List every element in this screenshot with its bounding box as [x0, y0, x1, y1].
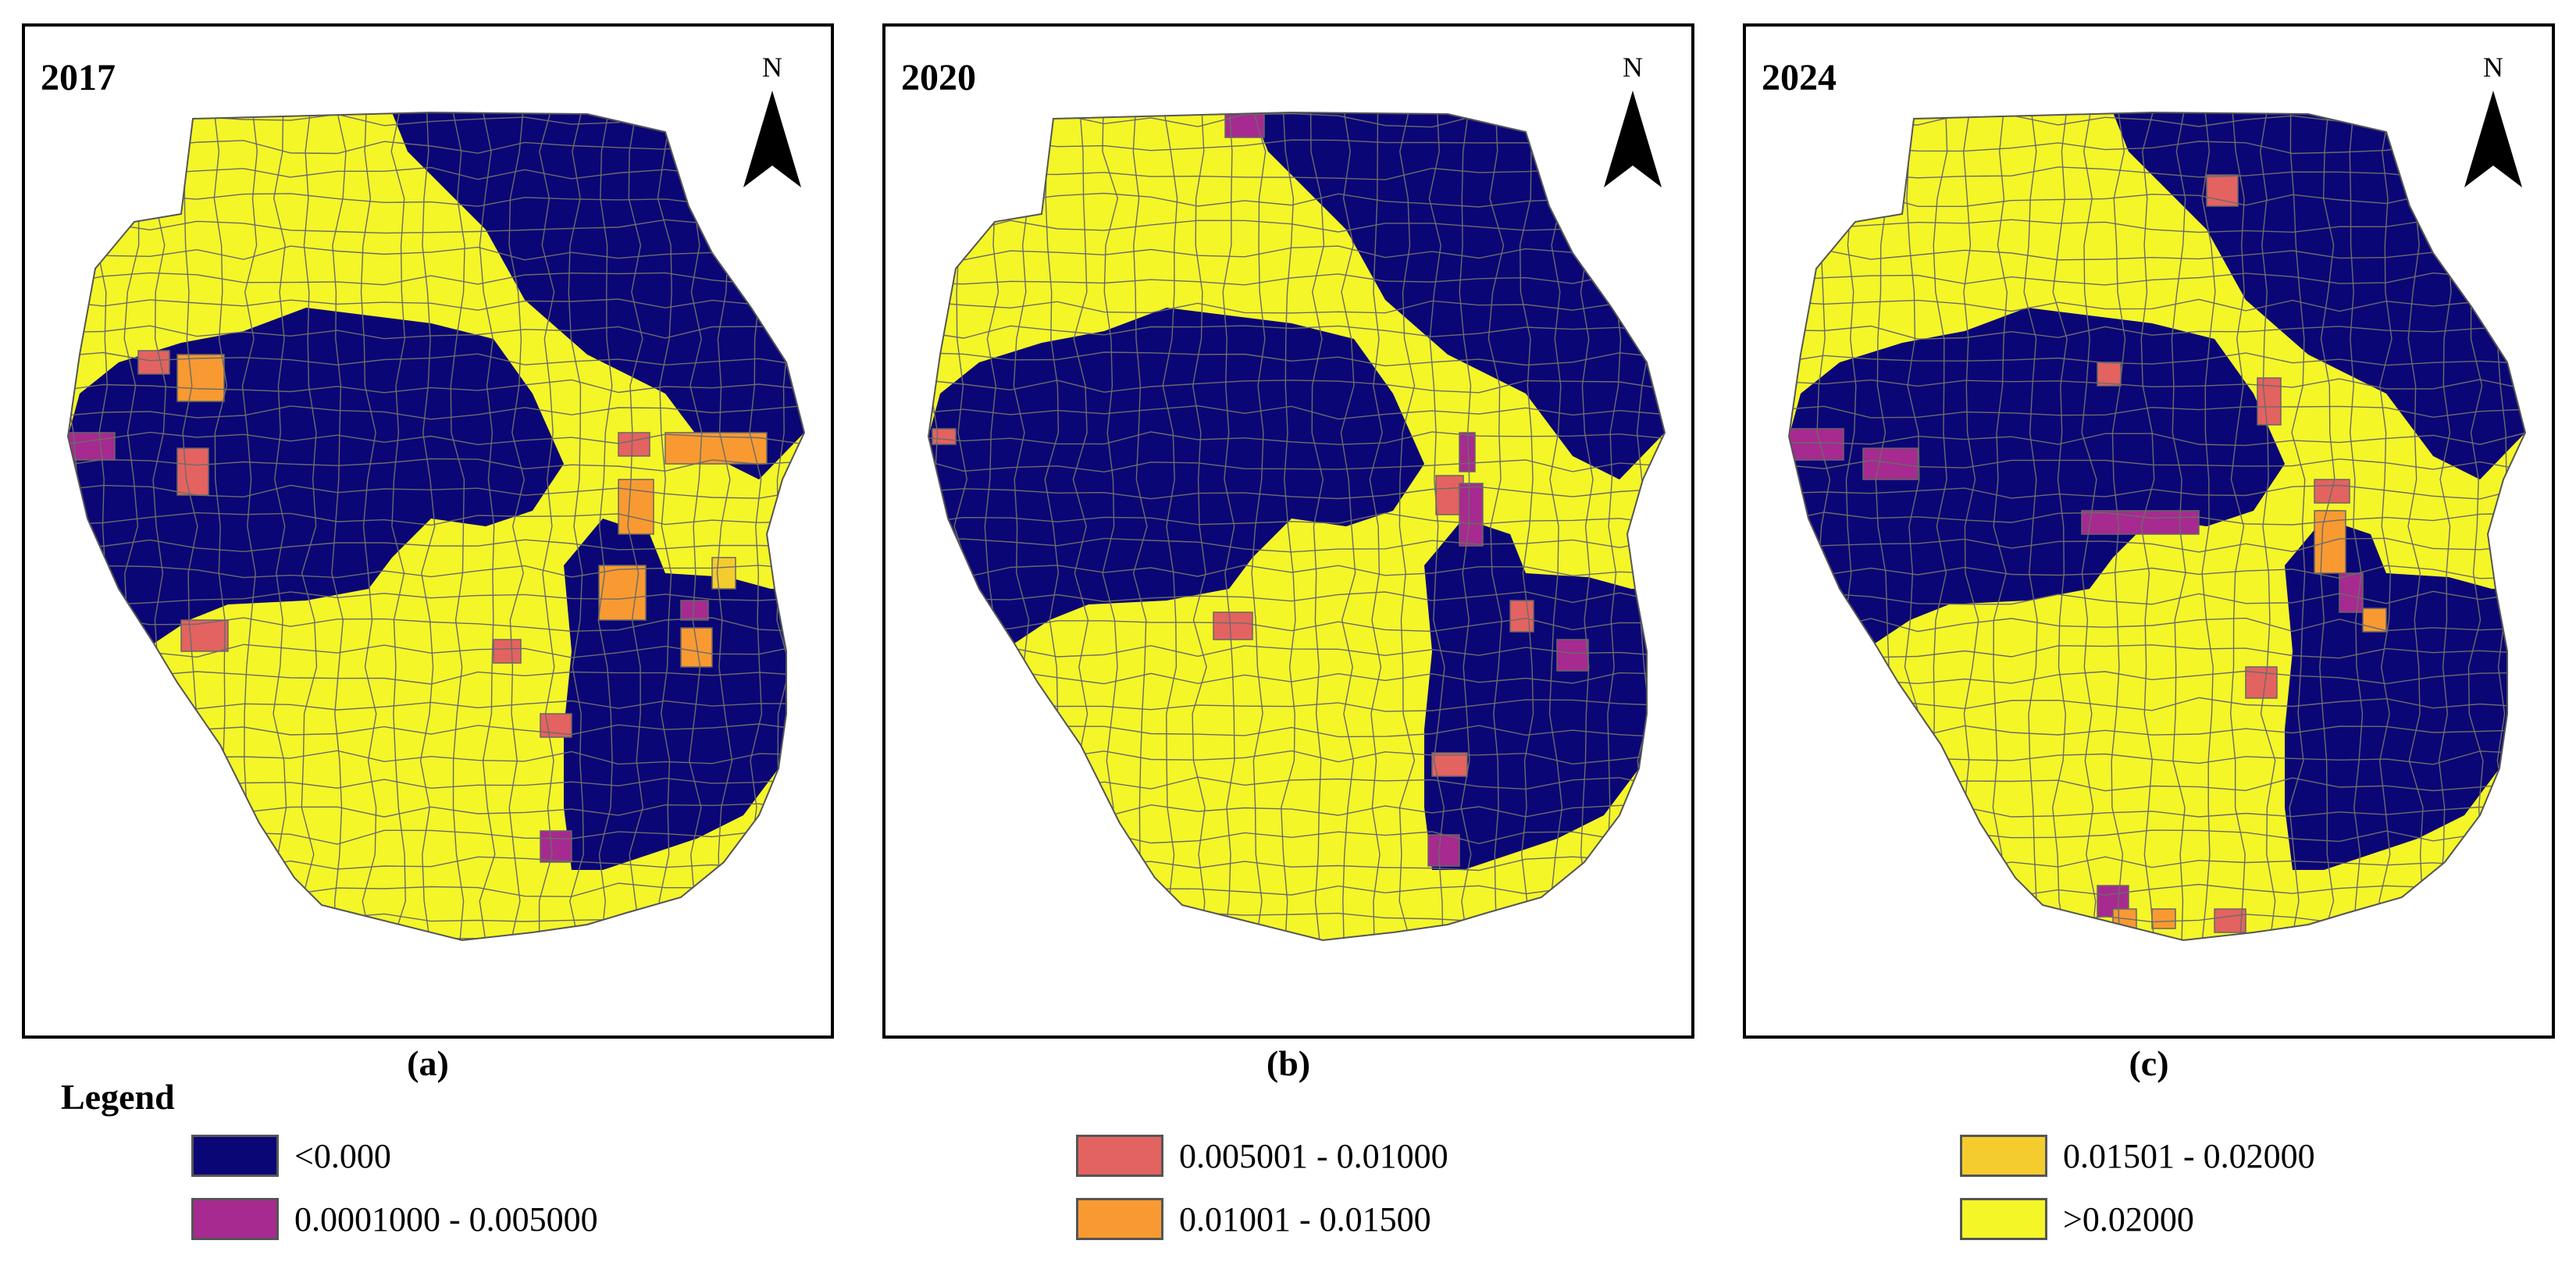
region-patch: [680, 600, 709, 621]
choropleth-map: [927, 111, 1666, 942]
region-patch: [680, 627, 713, 668]
legend-item: 0.01001 - 0.01500: [1076, 1197, 1431, 1241]
region-patch: [176, 354, 225, 402]
north-arrow-graphic: N: [1604, 52, 1662, 187]
legend-label: 0.0001000 - 0.005000: [294, 1199, 598, 1239]
map-regions: [68, 112, 804, 940]
choropleth-map: [1787, 111, 2527, 942]
region-patch: [176, 447, 209, 496]
region-patch: [1431, 752, 1468, 777]
north-label: N: [762, 52, 782, 83]
region-patch: [1459, 483, 1484, 547]
region-patch: [2206, 174, 2239, 207]
legend-label: <0.000: [294, 1136, 391, 1175]
legend-label: 0.01501 - 0.02000: [2063, 1136, 2315, 1175]
map-regions: [928, 112, 1665, 940]
legend-item: 0.005001 - 0.01000: [1076, 1134, 1448, 1178]
north-arrow-shape: [1604, 91, 1662, 187]
region-patch: [1556, 639, 1589, 672]
north-arrow-icon: N: [2458, 45, 2528, 201]
map-outline: [927, 111, 1666, 942]
panel-caption: (b): [1266, 1043, 1311, 1083]
panel-year-label: 2020: [901, 57, 976, 98]
map-panel-2020: 2020 N: [882, 23, 1694, 1039]
region-patch: [1435, 475, 1464, 515]
panel-caption: (a): [407, 1043, 449, 1083]
region-negative-class: [1789, 308, 2285, 643]
map-panel-2017: 2017 N: [22, 23, 834, 1039]
panel-year-label: 2024: [1762, 57, 1837, 98]
legend-item: >0.02000: [1960, 1197, 2194, 1241]
legend-title: Legend: [61, 1077, 175, 1117]
north-arrow-graphic: N: [743, 52, 801, 187]
north-label: N: [2483, 52, 2503, 83]
map-outline: [66, 111, 806, 942]
region-patch: [1213, 611, 1253, 640]
legend-swatch: [1076, 1198, 1163, 1240]
region-patch: [1427, 834, 1460, 867]
region-patch: [1459, 432, 1476, 472]
region-patch: [711, 557, 736, 590]
region-patch: [2081, 510, 2200, 535]
legend-item: 0.0001000 - 0.005000: [191, 1197, 598, 1241]
map-outline: [1787, 111, 2527, 942]
region-patch: [1789, 428, 1844, 461]
north-label: N: [1623, 52, 1643, 83]
region-patch: [137, 350, 170, 375]
choropleth-map: [66, 111, 806, 942]
north-arrow-graphic: N: [2464, 52, 2522, 187]
legend-swatch: [191, 1135, 279, 1177]
region-patch: [2112, 908, 2137, 933]
region-negative-class: [1424, 519, 1647, 870]
map-regions: [1789, 112, 2525, 940]
north-arrow-shape: [743, 91, 801, 187]
legend-item: 0.01501 - 0.02000: [1960, 1134, 2315, 1178]
region-patch: [1862, 447, 1919, 480]
region-patch: [493, 639, 522, 664]
legend-label: 0.01001 - 0.01500: [1179, 1199, 1431, 1239]
region-patch: [618, 479, 654, 535]
region-negative-class: [928, 308, 1424, 643]
legend-swatch: [1960, 1198, 2047, 1240]
region-patch: [2151, 908, 2176, 929]
region-boundaries: [68, 112, 804, 940]
legend-swatch: [1960, 1135, 2047, 1177]
legend-item: <0.000: [191, 1134, 391, 1178]
legend-swatch: [191, 1198, 279, 1240]
panel-year-label: 2017: [41, 57, 116, 98]
legend-label: >0.02000: [2063, 1199, 2194, 1239]
region-patch: [618, 432, 650, 457]
north-arrow-icon: N: [737, 45, 807, 201]
region-patch: [2097, 362, 2122, 387]
region-patch: [540, 830, 572, 863]
map-panel-2024: 2024 N: [1743, 23, 2555, 1039]
region-patch: [932, 428, 957, 445]
legend-label: 0.005001 - 0.01000: [1179, 1136, 1448, 1175]
legend-swatch: [1076, 1135, 1163, 1177]
north-arrow-icon: N: [1598, 45, 1668, 201]
region-negative-class: [1252, 112, 1665, 479]
region-patch: [68, 432, 116, 461]
north-arrow-shape: [2464, 91, 2522, 187]
panel-caption: (c): [2129, 1043, 2169, 1083]
region-patch: [1509, 600, 1534, 633]
